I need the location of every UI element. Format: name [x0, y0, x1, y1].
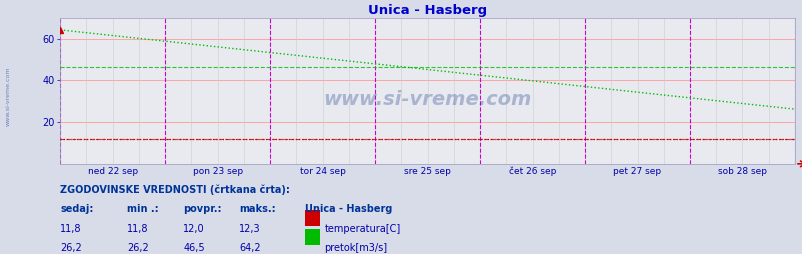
Text: Unica - Hasberg: Unica - Hasberg	[305, 204, 392, 214]
Text: 12,3: 12,3	[239, 224, 261, 233]
Text: min .:: min .:	[127, 204, 158, 214]
Text: 12,0: 12,0	[183, 224, 205, 233]
Text: www.si-vreme.com: www.si-vreme.com	[323, 90, 531, 109]
Text: 46,5: 46,5	[183, 243, 205, 252]
Title: Unica - Hasberg: Unica - Hasberg	[367, 4, 487, 17]
Text: povpr.:: povpr.:	[183, 204, 221, 214]
Text: www.si-vreme.com: www.si-vreme.com	[6, 67, 10, 126]
Text: maks.:: maks.:	[239, 204, 276, 214]
Text: 26,2: 26,2	[60, 243, 82, 252]
Text: pretok[m3/s]: pretok[m3/s]	[324, 243, 387, 252]
Text: ZGODOVINSKE VREDNOSTI (črtkana črta):: ZGODOVINSKE VREDNOSTI (črtkana črta):	[60, 184, 290, 195]
Text: 64,2: 64,2	[239, 243, 261, 252]
Text: sedaj:: sedaj:	[60, 204, 94, 214]
Text: 26,2: 26,2	[127, 243, 148, 252]
Text: 11,8: 11,8	[127, 224, 148, 233]
Text: 11,8: 11,8	[60, 224, 82, 233]
Text: temperatura[C]: temperatura[C]	[324, 224, 400, 233]
